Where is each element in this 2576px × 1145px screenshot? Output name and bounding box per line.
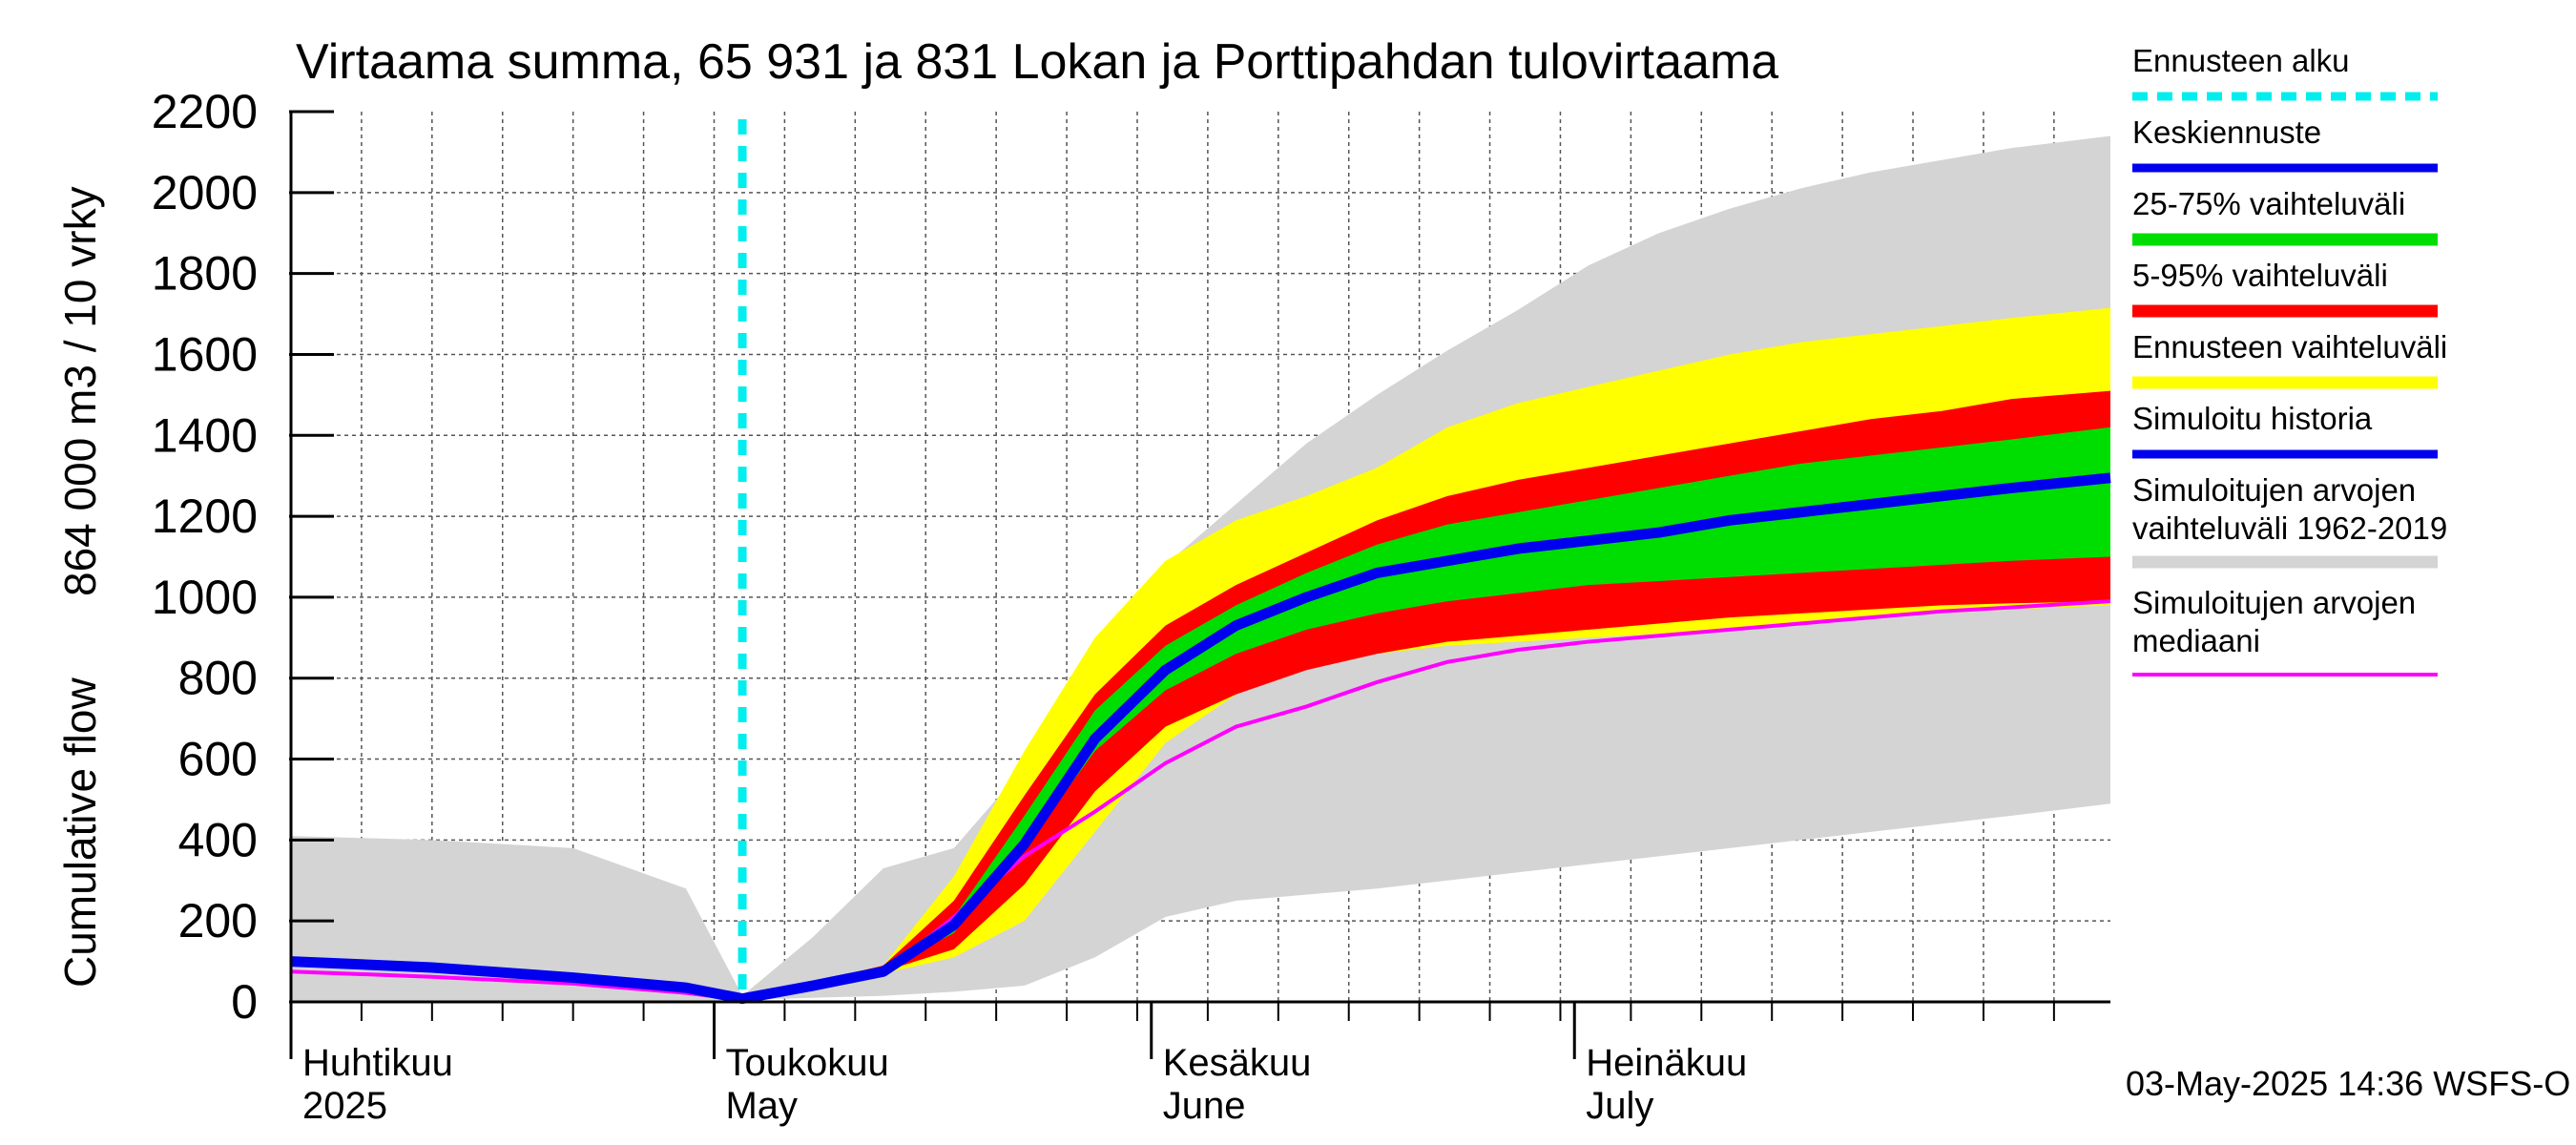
y-axis-label-units: 864 000 m3 / 10 vrky [55, 186, 105, 596]
series [290, 119, 2111, 1005]
legend-label: Ennusteen vaihteluväli [2132, 329, 2447, 364]
x-month-label-fi: Kesäkuu [1163, 1042, 1312, 1084]
band-25-75 [742, 427, 2111, 999]
legend: Ennusteen alku Keskiennuste 25-75% vaihtel… [2132, 43, 2447, 677]
y-tick-label: 1000 [152, 571, 258, 624]
y-tick-label: 200 [178, 894, 258, 947]
legend-label: Ennusteen alku [2132, 43, 2350, 78]
y-tick-label: 2000 [152, 166, 258, 219]
legend-label-line2: mediaani [2132, 623, 2260, 658]
y-axis-label-en: Cumulative flow [55, 677, 105, 988]
y-tick-label: 2200 [152, 85, 258, 138]
legend-label: Simuloitu historia [2132, 401, 2373, 436]
legend-label: Simuloitujen arvojen [2132, 585, 2416, 620]
y-tick-label: 0 [231, 975, 258, 1029]
legend-label-line2: vaihteluväli 1962-2019 [2132, 510, 2447, 546]
chart-title: Virtaama summa, 65 931 ja 831 Lokan ja P… [296, 34, 1778, 90]
line-mean-forecast [290, 472, 2111, 1005]
y-tick-label: 400 [178, 813, 258, 866]
y-tick-label: 600 [178, 733, 258, 786]
legend-label: 5-95% vaihteluväli [2132, 258, 2388, 293]
y-tick-label: 1800 [152, 247, 258, 301]
footer-timestamp: 03-May-2025 14:36 WSFS-O [2126, 1064, 2570, 1103]
x-month-label-fi: Heinäkuu [1586, 1042, 1747, 1084]
x-month-label-en: May [725, 1085, 798, 1127]
legend-label: 25-75% vaihteluväli [2132, 186, 2405, 221]
x-month-label-fi: Huhtikuu [302, 1042, 453, 1084]
y-tick-label: 1600 [152, 327, 258, 381]
x-month-label-en: June [1163, 1085, 1246, 1127]
legend-label: Simuloitujen arvojen [2132, 472, 2416, 508]
x-month-label-en: 2025 [302, 1085, 387, 1127]
y-tick-label: 1200 [152, 489, 258, 543]
axes: 0 200 400 600 800 1000 1200 1400 1600 1800 2000 220… [152, 85, 2110, 1127]
y-tick-label: 1400 [152, 408, 258, 462]
x-month-label-fi: Toukokuu [725, 1042, 888, 1084]
x-month-label-en: July [1586, 1085, 1653, 1127]
y-tick-label: 800 [178, 652, 258, 705]
legend-label: Keskiennuste [2132, 114, 2321, 150]
